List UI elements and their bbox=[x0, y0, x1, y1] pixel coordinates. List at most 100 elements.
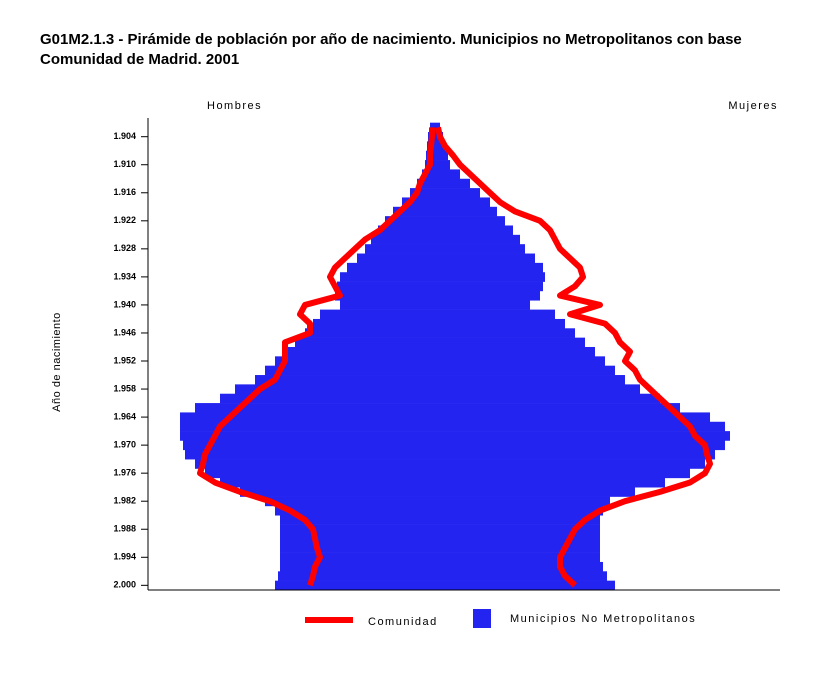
bar bbox=[435, 188, 480, 198]
bar bbox=[435, 393, 660, 404]
bar bbox=[180, 421, 435, 432]
bar bbox=[285, 346, 435, 357]
bar bbox=[435, 141, 445, 152]
y-tick-label: 2.000 bbox=[113, 580, 136, 590]
bar bbox=[385, 216, 435, 226]
bar bbox=[435, 234, 520, 245]
bar bbox=[435, 244, 525, 254]
bar bbox=[417, 178, 435, 189]
bar bbox=[347, 262, 435, 273]
bar bbox=[305, 328, 435, 338]
bar bbox=[435, 384, 640, 395]
bar bbox=[313, 318, 435, 329]
y-tick-label: 1.922 bbox=[113, 215, 136, 225]
y-tick-label: 1.934 bbox=[113, 271, 136, 281]
bar bbox=[435, 328, 575, 338]
bar bbox=[378, 225, 435, 236]
bar bbox=[240, 487, 435, 497]
bar bbox=[435, 253, 535, 264]
bar bbox=[435, 160, 450, 170]
bar bbox=[435, 281, 543, 292]
bar bbox=[435, 375, 625, 385]
bar bbox=[435, 505, 603, 516]
y-tick-label: 1.976 bbox=[113, 468, 136, 478]
legend-label: Comunidad bbox=[368, 616, 438, 628]
bar bbox=[435, 449, 715, 460]
y-tick-label: 1.910 bbox=[113, 159, 136, 169]
bar bbox=[435, 337, 585, 348]
bar bbox=[435, 346, 595, 357]
bar bbox=[435, 431, 730, 441]
bar bbox=[340, 272, 435, 282]
bar bbox=[180, 412, 435, 423]
bar bbox=[280, 552, 435, 563]
bar bbox=[435, 580, 615, 591]
line bbox=[197, 127, 435, 587]
bar bbox=[280, 533, 435, 544]
bar bbox=[410, 188, 435, 198]
bar bbox=[235, 384, 435, 395]
bar bbox=[435, 571, 607, 581]
bar bbox=[435, 262, 543, 273]
bar bbox=[435, 459, 705, 469]
bar bbox=[275, 580, 435, 591]
bar bbox=[320, 309, 435, 320]
y-tick-label: 1.952 bbox=[113, 355, 136, 365]
left-label: Hombres bbox=[207, 100, 262, 112]
bar bbox=[435, 206, 497, 217]
bar bbox=[435, 421, 725, 432]
line bbox=[435, 126, 713, 588]
y-tick-label: 1.964 bbox=[113, 411, 136, 421]
bar bbox=[435, 412, 710, 423]
y-tick-label: 1.940 bbox=[113, 299, 136, 309]
bar bbox=[435, 225, 513, 236]
bar bbox=[435, 533, 600, 544]
bar bbox=[435, 309, 555, 320]
bar bbox=[435, 178, 470, 189]
bar bbox=[435, 561, 603, 572]
bar bbox=[365, 244, 435, 254]
bar bbox=[195, 403, 435, 413]
bar bbox=[435, 290, 540, 301]
bar bbox=[435, 487, 635, 497]
y-tick-label: 1.988 bbox=[113, 524, 136, 534]
bar bbox=[371, 234, 435, 245]
bar bbox=[435, 150, 448, 161]
right-label: Mujeres bbox=[728, 100, 778, 112]
bar bbox=[435, 543, 600, 553]
bar bbox=[337, 281, 435, 292]
bar bbox=[275, 356, 435, 366]
bar bbox=[435, 468, 690, 479]
bar bbox=[220, 477, 435, 488]
bar bbox=[435, 197, 490, 208]
bar bbox=[180, 431, 435, 441]
bar bbox=[435, 300, 530, 310]
bar bbox=[393, 206, 435, 217]
bar bbox=[435, 496, 610, 507]
y-tick-label: 1.928 bbox=[113, 243, 136, 253]
bar bbox=[435, 524, 600, 535]
bar bbox=[340, 300, 435, 310]
bar bbox=[435, 318, 565, 329]
bar bbox=[357, 253, 435, 264]
bar bbox=[435, 403, 680, 413]
chart-title: Comunidad de Madrid. 2001 bbox=[40, 51, 239, 68]
bar bbox=[205, 468, 435, 479]
bar bbox=[278, 571, 435, 581]
bar bbox=[435, 272, 545, 282]
bar bbox=[435, 477, 665, 488]
y-tick-label: 1.970 bbox=[113, 440, 136, 450]
bar bbox=[280, 561, 435, 572]
bar bbox=[275, 505, 435, 516]
y-tick-label: 1.982 bbox=[113, 496, 136, 506]
bar bbox=[402, 197, 435, 208]
bar bbox=[435, 216, 505, 226]
bar bbox=[255, 375, 435, 385]
legend-swatch bbox=[473, 609, 491, 628]
bar bbox=[435, 356, 605, 366]
bar bbox=[280, 524, 435, 535]
bar bbox=[280, 543, 435, 553]
y-tick-label: 1.904 bbox=[113, 131, 136, 141]
y-axis-label: Año de nacimiento bbox=[51, 312, 63, 412]
